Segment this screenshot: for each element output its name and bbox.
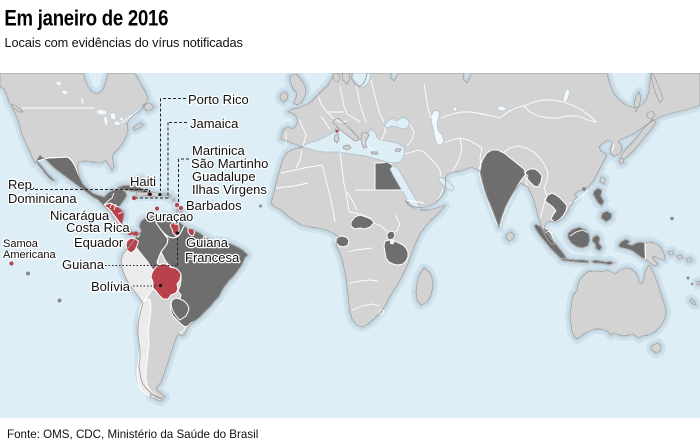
svg-text:Guiana: Guiana xyxy=(62,257,105,272)
svg-text:Porto Rico: Porto Rico xyxy=(188,92,249,107)
svg-text:Equador: Equador xyxy=(74,235,124,250)
svg-text:Rep.: Rep. xyxy=(8,177,35,192)
svg-text:Fonte: OMS, CDC, Ministério da: Fonte: OMS, CDC, Ministério da Saúde do … xyxy=(7,428,258,441)
svg-text:Locais com evidências do vírus: Locais com evidências do vírus notificad… xyxy=(5,35,243,50)
svg-text:Curaçao: Curaçao xyxy=(146,210,193,224)
svg-text:Guiana: Guiana xyxy=(186,235,229,250)
svg-text:Barbados: Barbados xyxy=(186,198,242,213)
svg-text:Costa Rica: Costa Rica xyxy=(66,220,130,235)
svg-text:Guadalupe: Guadalupe xyxy=(192,169,256,184)
svg-text:Americana: Americana xyxy=(3,249,56,261)
svg-text:Bolívia: Bolívia xyxy=(91,279,131,294)
svg-text:Em janeiro de 2016: Em janeiro de 2016 xyxy=(4,7,168,31)
svg-text:Dominicana: Dominicana xyxy=(8,191,77,206)
svg-text:Ilhas Virgens: Ilhas Virgens xyxy=(192,182,267,197)
svg-text:Francesa: Francesa xyxy=(185,250,240,265)
svg-text:Nicarágua: Nicarágua xyxy=(50,208,110,223)
svg-text:Martinica: Martinica xyxy=(192,143,246,158)
svg-text:São Martinho: São Martinho xyxy=(191,156,268,171)
svg-text:Samoa: Samoa xyxy=(3,238,39,250)
svg-text:Jamaica: Jamaica xyxy=(190,116,239,131)
svg-text:Haiti: Haiti xyxy=(130,174,156,189)
